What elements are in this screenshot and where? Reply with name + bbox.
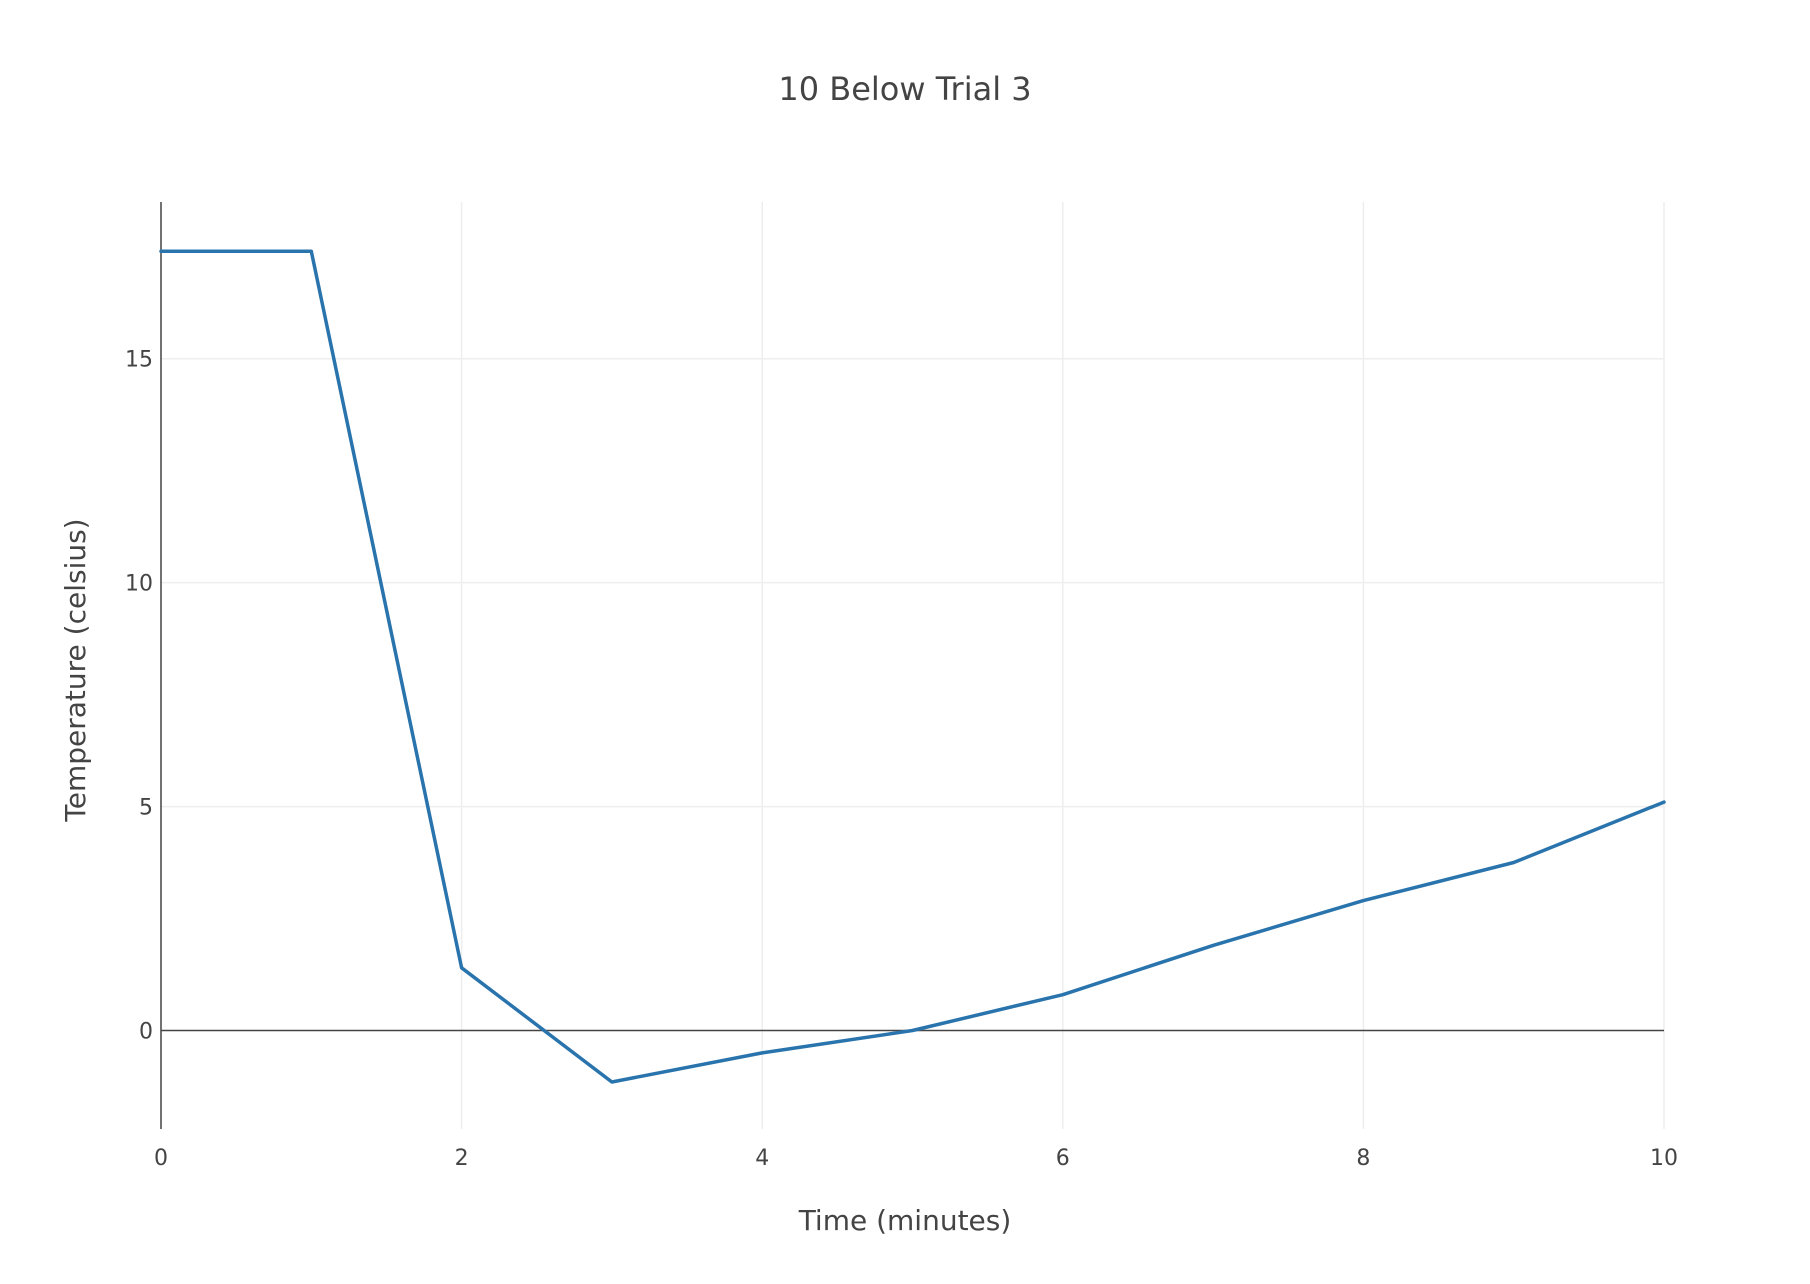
tick-labels: 0 2 4 6 8 10 0 5 10 15 xyxy=(125,348,1678,1171)
y-tick-label: 0 xyxy=(139,1019,153,1044)
grid-lines xyxy=(161,202,1665,1129)
x-tick-label: 4 xyxy=(755,1146,769,1171)
x-tick-label: 0 xyxy=(154,1146,168,1171)
y-tick-label: 10 xyxy=(125,572,153,597)
x-tick-label: 2 xyxy=(455,1146,469,1171)
x-tick-label: 10 xyxy=(1650,1146,1678,1171)
x-tick-label: 6 xyxy=(1056,1146,1070,1171)
chart-title: 10 Below Trial 3 xyxy=(778,70,1031,108)
x-tick-label: 8 xyxy=(1356,1146,1370,1171)
y-axis-title: Temperature (celsius) xyxy=(59,518,92,822)
y-tick-label: 5 xyxy=(139,796,153,821)
series-layer xyxy=(159,249,1666,1084)
x-axis-title: Time (minutes) xyxy=(798,1204,1012,1237)
y-tick-label: 15 xyxy=(125,348,153,373)
